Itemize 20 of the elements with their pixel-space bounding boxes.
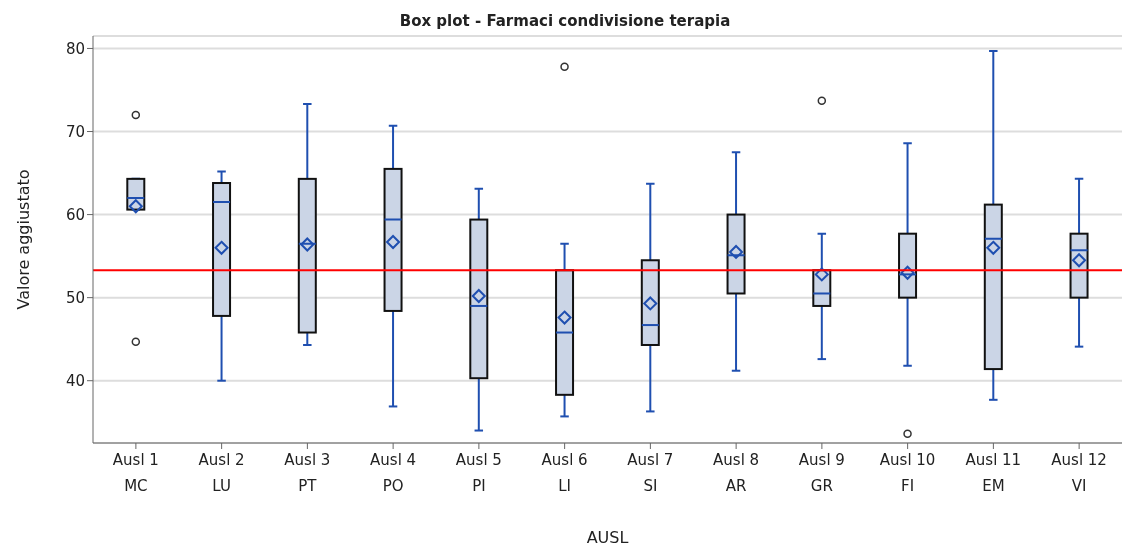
x-tick-label: Ausl 11 EM <box>965 451 1022 495</box>
chart-title: Box plot - Farmaci condivisione terapia <box>398 12 732 30</box>
x-tick-label: Ausl 3 PT <box>284 451 331 495</box>
y-tick-label: 70 <box>65 122 85 141</box>
x-axis-title: AUSL <box>586 528 629 547</box>
y-tick-label: 80 <box>65 39 85 58</box>
y-tick-label: 40 <box>65 372 85 391</box>
x-tick-label: Ausl 1 MC <box>112 451 159 495</box>
x-tick-label: Ausl 6 LI <box>541 451 588 495</box>
x-tick-label: Ausl 5 PI <box>455 451 502 495</box>
x-tick-label: Ausl 12 VI <box>1051 451 1107 495</box>
y-tick-label: 50 <box>65 288 85 307</box>
y-tick-label: 60 <box>65 205 85 224</box>
x-tick-label: Ausl 10 FI <box>879 451 936 495</box>
x-tick-label: Ausl 7 SI <box>627 451 674 495</box>
x-tick-label: Ausl 8 AR <box>713 451 760 495</box>
x-tick-label: Ausl 2 LU <box>198 451 245 495</box>
x-tick-label: Ausl 4 PO <box>370 451 417 495</box>
x-tick-label: Ausl 9 GR <box>798 451 845 495</box>
y-axis-title: Valore aggiustato <box>13 169 33 310</box>
